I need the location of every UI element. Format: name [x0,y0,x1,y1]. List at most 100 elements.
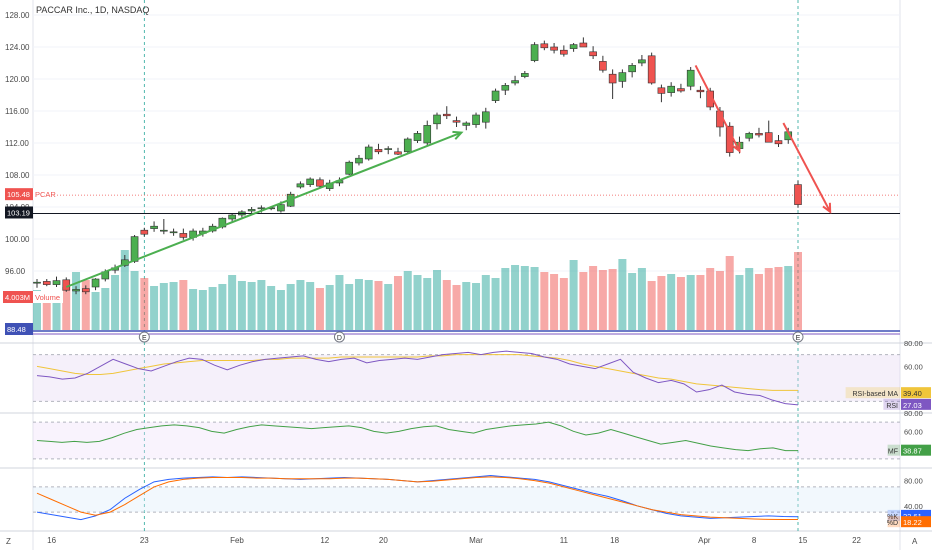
indicator-band-1 [33,354,900,402]
earnings-marker-label-0: E [142,335,147,342]
x-tick-label-3: 12 [320,536,329,545]
candle-body [130,236,139,262]
candle-body [794,184,802,205]
indicator-1-value-bg-1 [901,398,931,410]
volume-bar [676,277,685,330]
volume-bar [784,266,793,330]
chart-header: PACCAR Inc., 1D, NASDAQ [36,5,150,15]
candle-body [169,231,178,234]
x-tick-label-2: Feb [230,536,244,545]
candle-body [345,161,354,175]
last-price-ticker-bg [33,188,57,201]
candle-body [628,65,636,73]
price-tick-label-0: 128.00 [5,11,30,20]
candle-body [521,73,529,77]
volume-bar [413,275,422,330]
volume-bar [91,292,100,330]
price-tick-label-5: 108.00 [5,171,30,180]
volume-bar [491,278,500,330]
indicator-1-series-0 [36,354,798,391]
x-tick-label-1: 23 [140,536,149,545]
volume-bar [237,281,246,330]
volume-bar [101,288,110,330]
volume-bar [384,284,393,330]
volume-bar [442,280,451,330]
indicator-1-name-0: RSI-based MA [852,391,898,398]
volume-bar [647,281,656,330]
candle-body [540,43,549,49]
volume-bar [354,279,363,330]
candle-body [638,59,646,64]
uptrend-arrow [65,131,462,288]
volume-bar [628,273,637,330]
candle-body [511,80,519,84]
volume-bar [189,289,198,330]
earnings-marker-2 [792,331,804,343]
volume-bar [433,270,442,330]
volume-bar [706,268,715,330]
line-price-tag: 103.19 [7,208,30,217]
volume-bar [754,274,763,330]
zoom-button-icon: Z [6,537,11,546]
candle-body [91,278,100,288]
x-tick-label-0: 16 [47,536,56,545]
candle-body [277,204,285,212]
candle-body [160,229,168,232]
candle-body [530,44,539,61]
volume-bar [589,266,598,330]
volume-bar [540,272,549,330]
volume-bar [81,280,90,330]
earnings-marker-0 [138,331,150,343]
volume-bar [345,284,354,330]
volume-bar [374,281,383,330]
indicator-3-name-0: %K [887,514,898,521]
indicator-band-2 [33,422,900,459]
indicator-3-name-1: %D [887,520,898,527]
volume-bar [306,282,315,330]
volume-bar [218,284,227,330]
last-price-tag-bg [5,188,33,201]
candle-body [686,69,695,87]
volume-bar [42,292,51,330]
indicator-1-value-0: 39.40 [903,389,922,398]
volume-bar [598,270,607,330]
volume-bar [530,267,539,330]
candle-body [150,225,158,229]
candle-body [696,89,705,93]
uptrend-arrow-head [452,130,464,140]
indicator-3-value-bg-0 [901,509,931,521]
price-tick-label-3: 116.00 [5,107,29,116]
x-tick-label-4: 20 [379,536,388,545]
indicator-2-value-0: 38.87 [903,447,922,456]
volume-bar [267,286,276,330]
volume-bar [520,266,529,330]
x-tick-label-6: 11 [560,536,569,545]
volume-name-tag: Volume [35,293,60,302]
volume-bar [325,285,334,330]
volume-bar [111,275,120,330]
price-tick-label-2: 120.00 [5,75,30,84]
indicator-band-3 [33,486,900,513]
last-price-tag: 105.48 [7,190,30,199]
x-tick-label-11: 22 [852,536,861,545]
price-tick-label-1: 124.00 [5,43,30,52]
volume-bar [33,290,41,330]
price-tick-label-4: 112.00 [5,139,29,148]
volume-bar [608,269,617,330]
volume-bar [159,283,168,330]
indicator-2-name-0: MF [888,449,898,456]
downtrend-arrow-1-head [731,141,741,154]
volume-bar [511,265,520,330]
candle-body [316,179,324,187]
candle-body [355,157,363,164]
candle-body [755,133,763,136]
candle-body [667,85,675,93]
volume-bar [257,280,266,330]
candle-body [472,114,480,125]
volume-bar [774,267,783,330]
indicator-1-tick-1: 60.00 [904,362,923,371]
candle-body [579,42,588,48]
volume-bar [764,268,773,330]
